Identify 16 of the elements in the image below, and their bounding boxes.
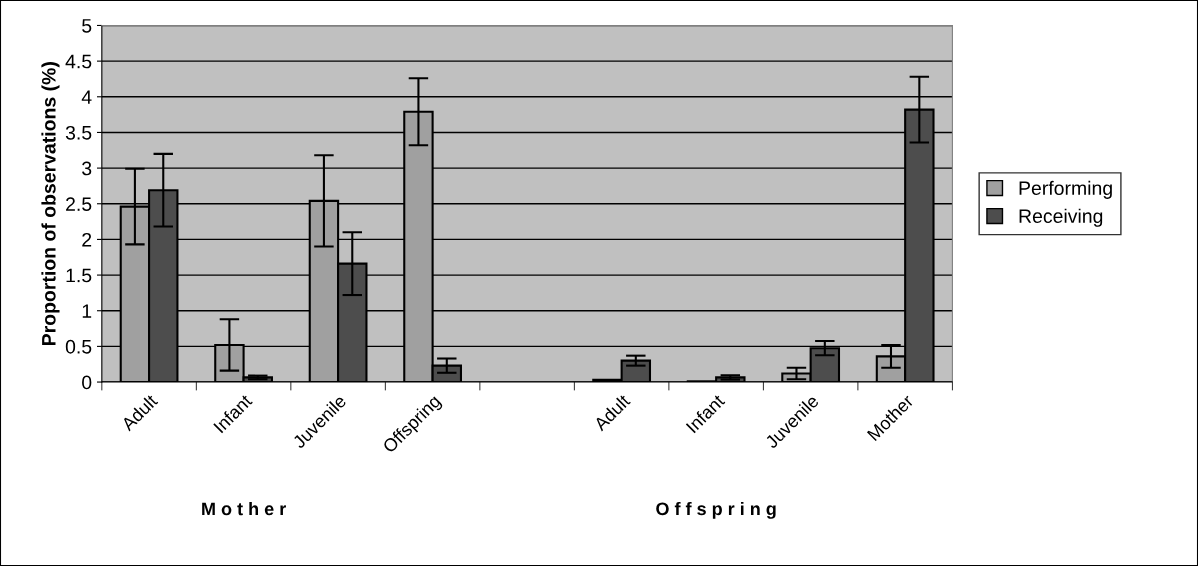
- y-tick-label: 0.5: [65, 339, 92, 354]
- legend-label: Receiving: [1019, 208, 1103, 227]
- legend-label: Performing: [1019, 180, 1112, 199]
- y-tick-label: 2: [82, 232, 92, 247]
- y-tick-label: 4.5: [65, 54, 92, 69]
- y-tick-label: 3.5: [65, 125, 92, 140]
- y-tick-label: 1: [82, 304, 92, 318]
- y-tick-label: 1.5: [66, 268, 92, 283]
- y-tick-label: 4: [81, 90, 92, 104]
- y-tick-label: 0: [82, 375, 92, 390]
- y-tick-label: 5: [82, 19, 92, 33]
- y-tick-label: 2.5: [66, 197, 92, 211]
- text: O f f s p r i n g: [656, 501, 776, 519]
- y-tick-label: 3: [82, 161, 92, 176]
- y-axis-title: Proportion of observations (%): [41, 62, 60, 346]
- text: M o t h e r: [202, 502, 286, 516]
